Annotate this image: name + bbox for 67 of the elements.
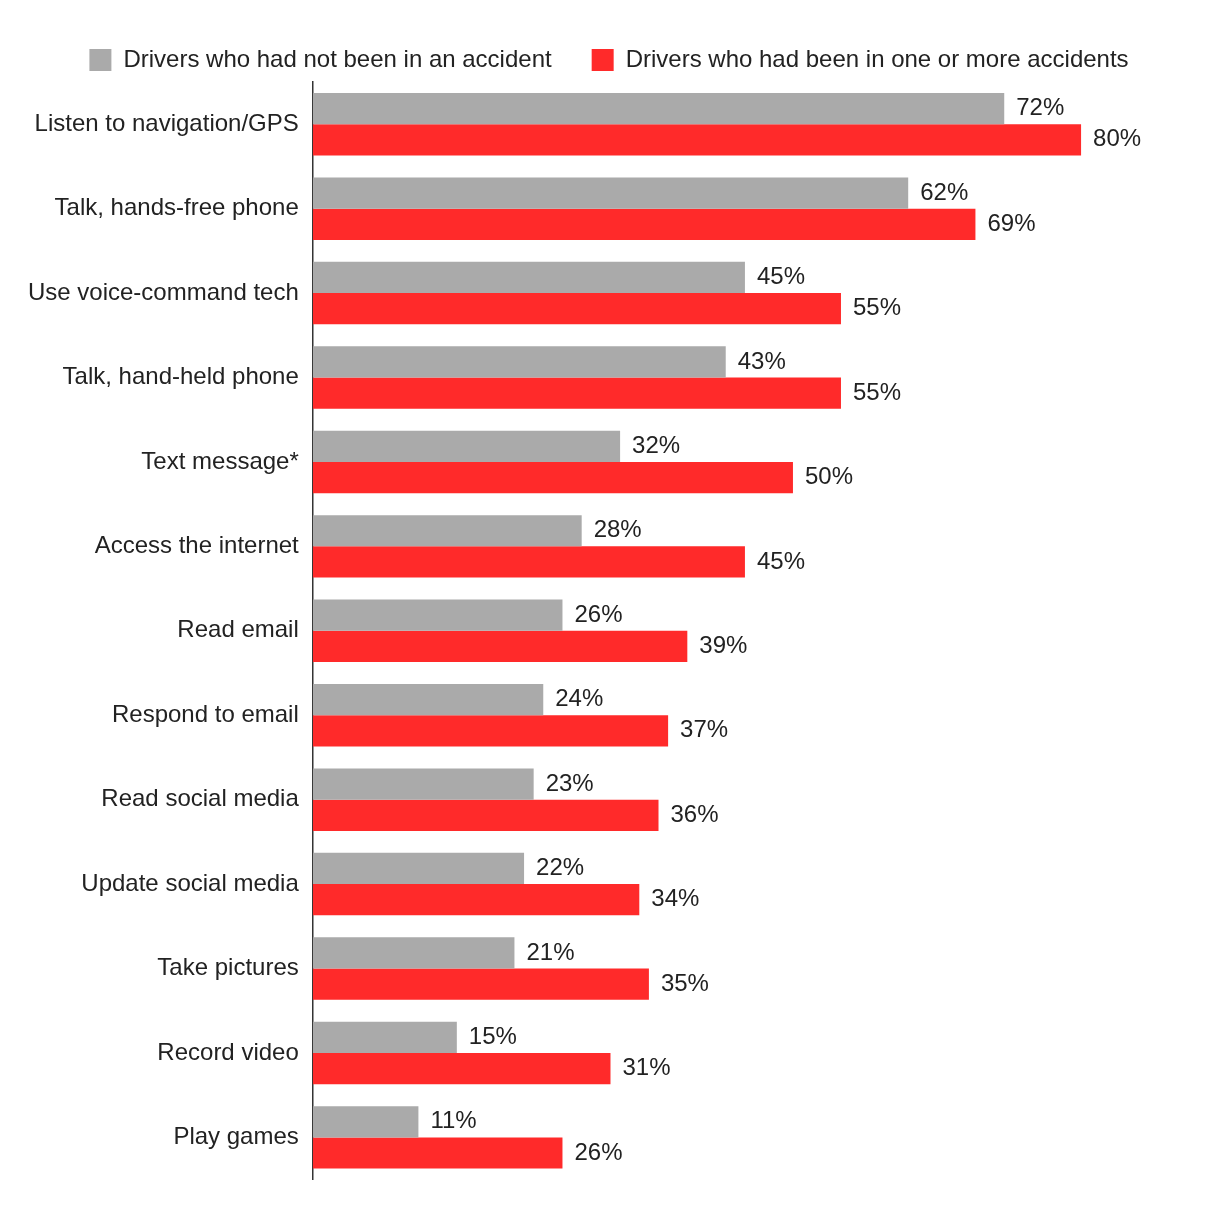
- y-tick-label: Play games: [173, 1122, 299, 1150]
- bar: [312, 515, 582, 547]
- legend-label: Drivers who had not been in an accident: [123, 44, 552, 72]
- data-label: 11%: [430, 1106, 477, 1134]
- bar: [312, 768, 534, 800]
- bar: [312, 884, 640, 916]
- data-label: 45%: [756, 546, 805, 574]
- data-label: 26%: [574, 599, 623, 627]
- data-label: 80%: [1093, 124, 1142, 152]
- bar: [312, 208, 976, 240]
- bar: [312, 293, 841, 325]
- bar: [312, 1106, 419, 1138]
- y-tick-label: Read social media: [101, 784, 300, 812]
- y-tick-label: Read email: [177, 615, 299, 643]
- data-label: 22%: [536, 853, 585, 881]
- data-label: 55%: [852, 293, 902, 321]
- data-label: 69%: [987, 208, 1036, 236]
- data-label: 21%: [526, 937, 575, 965]
- data-label: 45%: [756, 262, 805, 290]
- data-label: 62%: [920, 177, 969, 205]
- bar: [312, 92, 1005, 125]
- bar: [312, 1137, 563, 1169]
- data-label: 23%: [545, 768, 594, 796]
- bar: [312, 683, 544, 716]
- bar: [312, 177, 909, 209]
- y-tick-label: Take pictures: [157, 953, 299, 981]
- bar: [312, 546, 745, 578]
- bar: [312, 715, 669, 747]
- data-label: 50%: [804, 462, 854, 490]
- y-tick-label: Record video: [157, 1037, 299, 1065]
- y-tick-label: Talk, hand-held phone: [62, 362, 299, 390]
- y-tick-label: Access the internet: [94, 530, 300, 558]
- bar: [312, 430, 621, 462]
- y-tick-label: Use voice-command tech: [27, 277, 299, 305]
- data-label: 43%: [737, 346, 786, 374]
- y-tick-label: Text message*: [141, 446, 299, 474]
- bar: [312, 968, 649, 1000]
- bar: [312, 852, 525, 885]
- bar: [312, 461, 793, 494]
- data-label: 36%: [670, 799, 719, 827]
- bar: [312, 937, 515, 969]
- bar: [312, 377, 841, 409]
- data-label: 26%: [574, 1137, 623, 1165]
- y-tick-label: Talk, hands-free phone: [54, 193, 299, 221]
- bar: [312, 599, 563, 631]
- bar: [312, 261, 745, 294]
- bar: [312, 1021, 457, 1053]
- bar: [312, 1052, 611, 1085]
- data-label: 72%: [1016, 93, 1065, 121]
- data-label: 34%: [651, 884, 700, 912]
- y-tick-label: Listen to navigation/GPS: [34, 108, 299, 136]
- data-label: 32%: [632, 430, 681, 458]
- data-label: 37%: [680, 715, 729, 743]
- bar: [312, 124, 1082, 156]
- data-label: 28%: [593, 515, 642, 543]
- y-tick-label: Update social media: [81, 868, 300, 896]
- data-label: 55%: [852, 377, 902, 405]
- data-label: 15%: [468, 1021, 517, 1049]
- data-label: 35%: [660, 968, 709, 996]
- legend-label: Drivers who had been in one or more accidents: [625, 44, 1129, 72]
- data-label: 39%: [699, 631, 748, 659]
- data-label: 24%: [555, 684, 604, 712]
- y-tick-label: Respond to email: [111, 699, 299, 727]
- bar: [312, 630, 688, 663]
- bar: [312, 799, 659, 831]
- data-label: 31%: [622, 1053, 671, 1081]
- bar: [312, 346, 726, 378]
